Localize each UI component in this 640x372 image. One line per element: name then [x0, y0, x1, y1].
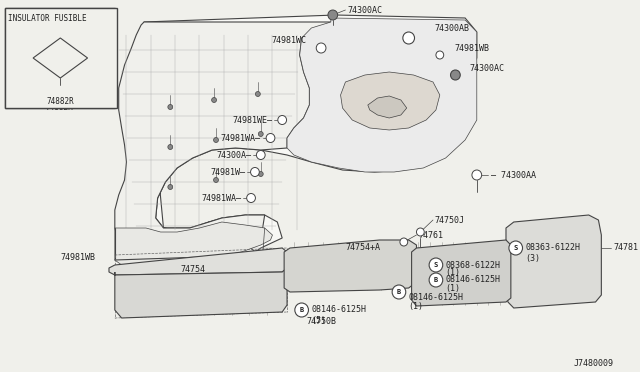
Text: B: B: [434, 277, 438, 283]
Text: 74981WE—: 74981WE—: [232, 115, 273, 125]
Text: 74882R: 74882R: [47, 97, 74, 106]
Text: — 74300AA: — 74300AA: [492, 170, 536, 180]
Polygon shape: [5, 8, 115, 108]
Circle shape: [212, 97, 216, 103]
Polygon shape: [412, 240, 511, 306]
Text: INSULATOR FUSIBLE: INSULATOR FUSIBLE: [8, 14, 86, 23]
Polygon shape: [368, 96, 407, 118]
Text: 74754: 74754: [180, 266, 205, 275]
Circle shape: [259, 171, 263, 176]
Text: S: S: [513, 245, 518, 251]
Text: 74750B: 74750B: [307, 317, 337, 327]
Text: 08368-6122H: 08368-6122H: [445, 260, 500, 269]
Circle shape: [295, 303, 308, 317]
Text: 08146-6125H: 08146-6125H: [445, 276, 500, 285]
Text: 74781: 74781: [613, 244, 638, 253]
Polygon shape: [144, 15, 477, 252]
Polygon shape: [287, 18, 477, 172]
Text: J7480009: J7480009: [573, 359, 613, 368]
Polygon shape: [33, 38, 88, 78]
Circle shape: [403, 32, 415, 44]
Circle shape: [168, 105, 173, 109]
Circle shape: [392, 285, 406, 299]
Circle shape: [328, 10, 338, 20]
Polygon shape: [506, 215, 602, 308]
Text: 74300AC: 74300AC: [469, 64, 504, 73]
Text: 74750J: 74750J: [435, 215, 465, 224]
Circle shape: [250, 167, 259, 176]
Text: 74981WB: 74981WB: [60, 253, 95, 263]
Text: (5): (5): [312, 315, 326, 324]
Circle shape: [316, 43, 326, 53]
Polygon shape: [109, 248, 287, 275]
Circle shape: [472, 170, 482, 180]
Text: 08146-6125H: 08146-6125H: [312, 305, 366, 314]
Text: (1): (1): [409, 301, 424, 311]
Circle shape: [168, 185, 173, 189]
Text: 74754+A: 74754+A: [346, 244, 380, 253]
Text: 74981WA—: 74981WA—: [202, 193, 241, 202]
Circle shape: [214, 138, 218, 142]
Text: B: B: [300, 307, 304, 313]
Text: 74300A—: 74300A—: [216, 151, 251, 160]
Polygon shape: [115, 22, 331, 258]
Circle shape: [257, 151, 265, 160]
Circle shape: [400, 238, 408, 246]
Circle shape: [509, 241, 522, 255]
Circle shape: [168, 144, 173, 150]
Text: B: B: [397, 289, 401, 295]
Circle shape: [429, 258, 443, 272]
Text: S: S: [434, 262, 438, 268]
Polygon shape: [284, 240, 417, 292]
Circle shape: [266, 134, 275, 142]
Text: 74882R: 74882R: [45, 103, 73, 112]
Text: 74300AC: 74300AC: [348, 6, 382, 15]
Text: 74981WB: 74981WB: [454, 44, 490, 52]
Circle shape: [436, 51, 444, 59]
Polygon shape: [5, 8, 116, 108]
Polygon shape: [115, 268, 287, 318]
Text: 74981WC: 74981WC: [271, 35, 307, 45]
Circle shape: [259, 131, 263, 137]
Polygon shape: [30, 38, 88, 82]
Circle shape: [417, 228, 424, 236]
Circle shape: [246, 193, 255, 202]
Circle shape: [429, 273, 443, 287]
Text: (1): (1): [445, 283, 461, 292]
Circle shape: [255, 92, 260, 96]
Text: 74981WA—: 74981WA—: [221, 134, 260, 142]
Text: INSULATOR FUSIBLE: INSULATOR FUSIBLE: [10, 20, 88, 29]
Text: 74761: 74761: [419, 231, 444, 240]
Text: 74300AB: 74300AB: [435, 23, 470, 32]
Circle shape: [278, 115, 287, 125]
Polygon shape: [340, 72, 440, 130]
Circle shape: [214, 177, 218, 183]
Text: 74981W—: 74981W—: [210, 167, 245, 176]
Text: 08146-6125H: 08146-6125H: [409, 294, 463, 302]
Text: (1): (1): [445, 269, 461, 278]
Circle shape: [451, 70, 460, 80]
Text: (3): (3): [525, 253, 540, 263]
Text: 08363-6122H: 08363-6122H: [525, 244, 580, 253]
Polygon shape: [115, 222, 273, 265]
